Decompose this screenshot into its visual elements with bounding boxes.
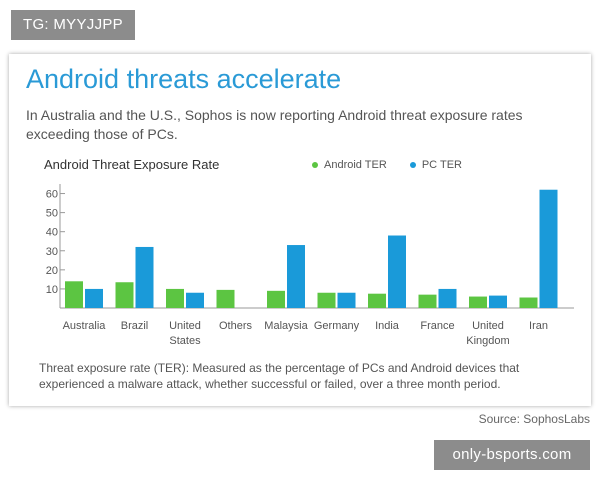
bar-pc-ter	[85, 288, 103, 308]
bar-android-ter	[519, 297, 538, 308]
bar-pc-ter	[337, 292, 356, 308]
bar-pc-ter	[135, 246, 154, 308]
bar-android-ter	[65, 281, 83, 308]
x-category-label: India	[375, 320, 400, 332]
x-category-label: Australia	[63, 320, 107, 332]
x-category-label: France	[420, 320, 454, 332]
x-category-label: United Kingdom	[466, 320, 509, 347]
bar-android-ter	[469, 296, 487, 308]
bar-pc-ter	[438, 288, 457, 308]
y-tick-label: 50	[46, 208, 58, 220]
bar-android-ter	[267, 290, 285, 308]
bar-pc-ter	[489, 295, 507, 308]
chart-title: Android Threat Exposure Rate	[44, 157, 220, 172]
footnote: Threat exposure rate (TER): Measured as …	[39, 361, 520, 391]
x-category-label: Malaysia	[264, 320, 308, 332]
bar-chart: 10 20 30 40 50 60 Australia Brazil United States O…	[46, 184, 574, 347]
chart-legend: Android TER PC TER	[312, 159, 482, 171]
bar-pc-ter	[186, 292, 204, 308]
bar-android-ter	[216, 289, 235, 308]
bar-android-ter	[317, 292, 336, 308]
chart-card: Android threats accelerate In Australia …	[9, 54, 591, 406]
legend-swatch-android	[312, 162, 318, 168]
x-category-label: Others	[219, 320, 253, 332]
bar-android-ter	[115, 282, 134, 308]
legend-swatch-pc	[409, 162, 416, 168]
bar-android-ter	[418, 294, 437, 308]
watermark-bottom-badge: only-bsports.com	[434, 440, 590, 470]
x-category-label: United States	[169, 320, 201, 347]
headline: Android threats accelerate	[26, 64, 342, 94]
bar-android-ter	[166, 288, 184, 308]
bar-pc-ter	[287, 245, 305, 308]
legend-item-pc: PC TER	[409, 159, 462, 171]
subhead: In Australia and the U.S., Sophos is now…	[26, 107, 523, 142]
bar-pc-ter	[388, 235, 406, 308]
y-tick-label: 60	[46, 189, 58, 201]
legend-item-android: Android TER	[312, 159, 387, 171]
bar-android-ter	[368, 293, 386, 308]
y-tick-label: 30	[46, 246, 58, 258]
x-category-label: Brazil	[121, 320, 149, 332]
y-tick-label: 20	[46, 265, 58, 277]
bar-pc-ter	[539, 189, 558, 308]
y-tick-label: 40	[46, 227, 58, 239]
source-label: Source: SophosLabs	[478, 412, 590, 426]
legend-label-android: Android TER	[324, 159, 387, 171]
legend-label-pc: PC TER	[421, 159, 462, 171]
watermark-top-badge: TG: MYYJJPP	[11, 10, 135, 40]
y-tick-label: 10	[46, 284, 58, 296]
x-category-label: Germany	[314, 320, 360, 332]
x-category-label: Iran	[529, 320, 548, 332]
